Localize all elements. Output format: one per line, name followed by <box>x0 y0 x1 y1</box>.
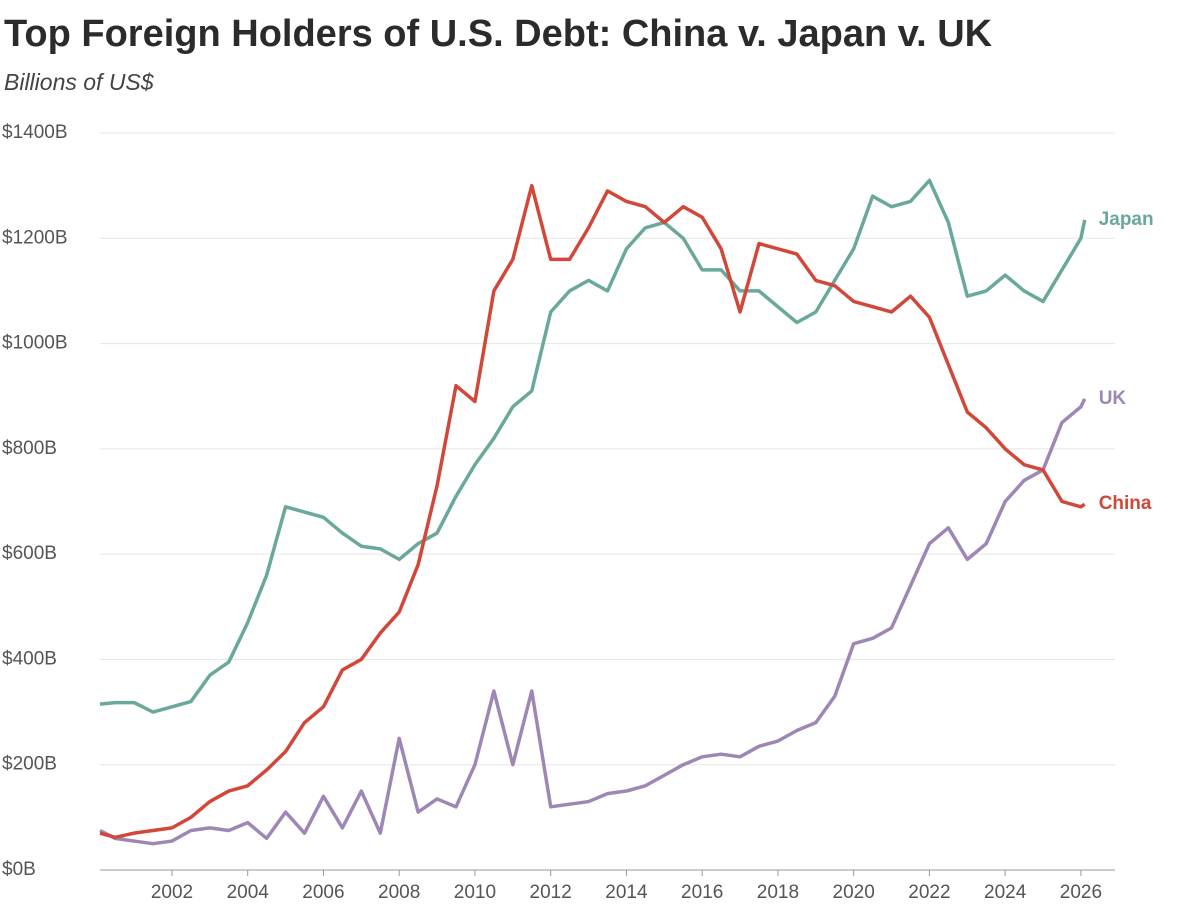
series-line <box>99 398 1087 846</box>
x-tick-label: 2016 <box>681 882 723 903</box>
x-tick-label: 2022 <box>908 882 950 903</box>
chart-title: Top Foreign Holders of U.S. Debt: China … <box>4 13 993 55</box>
series-label: Japan <box>1099 209 1154 230</box>
x-tick-label: 2008 <box>378 882 420 903</box>
y-tick-label: $400B <box>2 648 57 669</box>
y-tick-label: $1400B <box>2 122 68 143</box>
y-tick-label: $0B <box>2 859 36 880</box>
series-label: China <box>1099 493 1152 514</box>
series-line <box>99 178 1087 714</box>
x-tick-label: 2014 <box>605 882 648 903</box>
y-tick-label: $1000B <box>2 333 68 354</box>
x-tick-label: 2002 <box>151 882 193 903</box>
series-line <box>99 183 1086 840</box>
series-label: UK <box>1099 388 1127 409</box>
x-tick-label: 2004 <box>227 882 270 903</box>
chart-subtitle: Billions of US$ <box>4 69 155 95</box>
y-tick-label: $600B <box>2 543 57 564</box>
x-tick-label: 2024 <box>984 882 1027 903</box>
x-tick-label: 2026 <box>1060 882 1102 903</box>
x-tick-label: 2006 <box>302 882 344 903</box>
x-tick-label: 2020 <box>833 882 875 903</box>
y-tick-label: $200B <box>2 754 57 775</box>
y-tick-label: $1200B <box>2 227 68 248</box>
x-tick-label: 2012 <box>530 882 572 903</box>
x-tick-label: 2018 <box>757 882 799 903</box>
y-tick-label: $800B <box>2 438 57 459</box>
x-tick-label: 2010 <box>454 882 496 903</box>
